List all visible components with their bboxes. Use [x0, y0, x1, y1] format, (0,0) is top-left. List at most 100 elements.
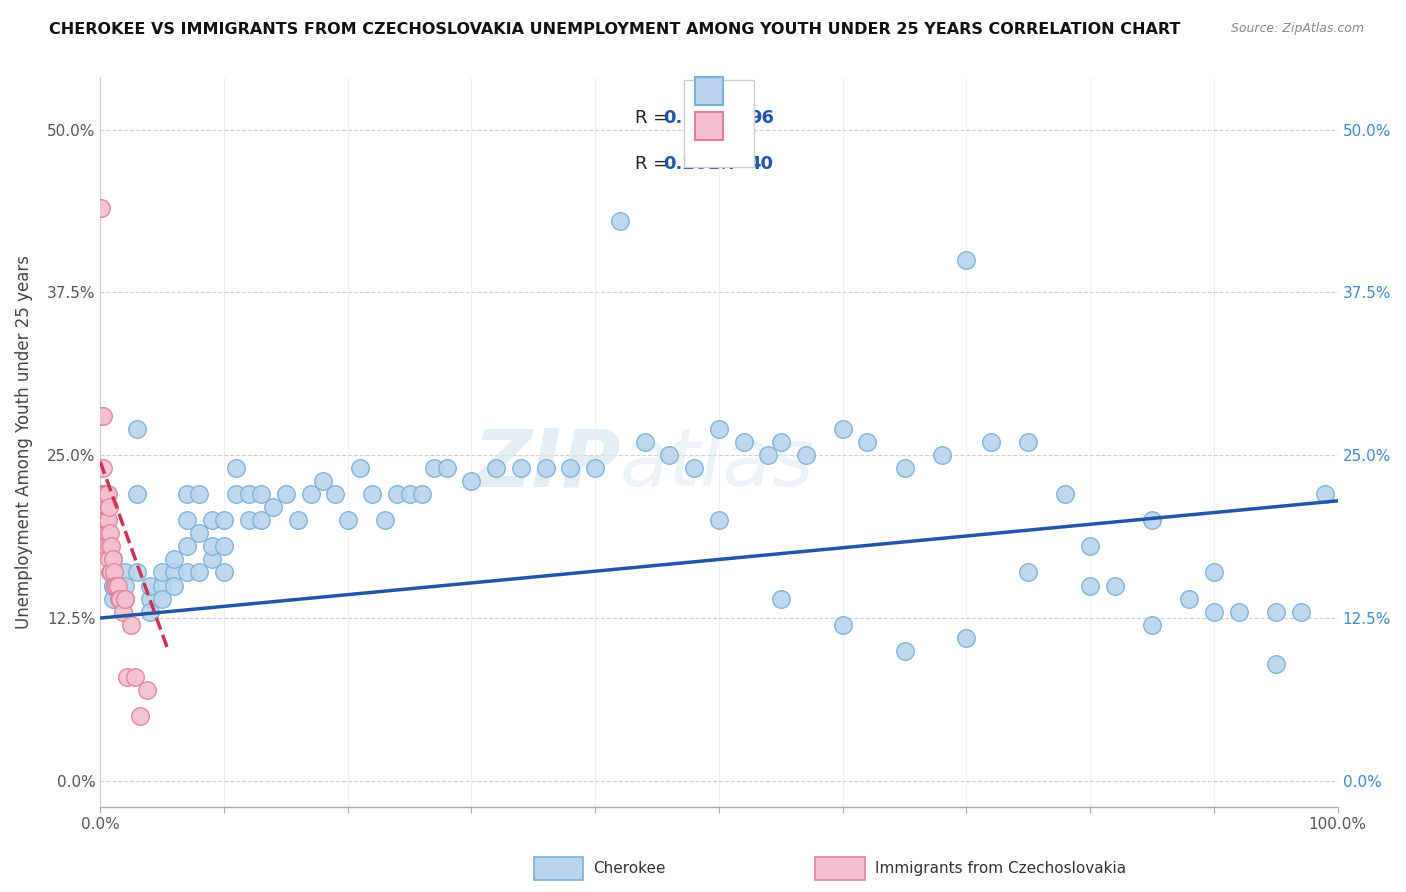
- Point: [127, 487, 149, 501]
- Point: [97, 500, 120, 515]
- Point: [1315, 487, 1337, 501]
- Point: [90, 201, 112, 215]
- Point: [398, 487, 420, 501]
- Text: ZIP: ZIP: [472, 425, 620, 503]
- Point: [485, 461, 508, 475]
- Point: [127, 422, 149, 436]
- Point: [176, 487, 198, 501]
- Point: [139, 605, 162, 619]
- Text: CHEROKEE VS IMMIGRANTS FROM CZECHOSLOVAKIA UNEMPLOYMENT AMONG YOUTH UNDER 25 YEA: CHEROKEE VS IMMIGRANTS FROM CZECHOSLOVAK…: [49, 22, 1181, 37]
- Point: [188, 526, 211, 541]
- Point: [101, 578, 124, 592]
- Point: [560, 461, 582, 475]
- Text: 0.186: 0.186: [664, 109, 720, 127]
- Point: [111, 605, 134, 619]
- Point: [176, 566, 198, 580]
- Point: [105, 578, 128, 592]
- Point: [683, 461, 706, 475]
- Point: [139, 578, 162, 592]
- Point: [299, 487, 322, 501]
- Point: [96, 487, 118, 501]
- Point: [250, 487, 273, 501]
- Point: [163, 552, 186, 566]
- Point: [139, 591, 162, 606]
- Point: [98, 526, 121, 541]
- Point: [436, 461, 458, 475]
- Text: 0.201: 0.201: [664, 154, 720, 172]
- Text: Cherokee: Cherokee: [593, 862, 666, 876]
- Point: [1202, 605, 1225, 619]
- Point: [94, 513, 117, 527]
- Point: [212, 566, 235, 580]
- Text: R =: R =: [634, 109, 673, 127]
- Point: [201, 540, 224, 554]
- Point: [93, 513, 115, 527]
- Point: [150, 566, 173, 580]
- Point: [107, 578, 129, 592]
- Point: [510, 461, 533, 475]
- Point: [250, 513, 273, 527]
- Point: [124, 670, 146, 684]
- Point: [1178, 591, 1201, 606]
- Point: [103, 566, 125, 580]
- Point: [97, 540, 120, 554]
- Point: [1264, 605, 1286, 619]
- Point: [93, 487, 115, 501]
- Point: [955, 631, 977, 645]
- Point: [94, 526, 117, 541]
- Point: [1104, 578, 1126, 592]
- Point: [1054, 487, 1077, 501]
- Text: atlas: atlas: [620, 425, 814, 503]
- Point: [1289, 605, 1312, 619]
- Point: [91, 409, 114, 424]
- Point: [1017, 566, 1039, 580]
- Point: [534, 461, 557, 475]
- Point: [336, 513, 359, 527]
- Point: [90, 487, 112, 501]
- Point: [411, 487, 433, 501]
- Text: 96: 96: [748, 109, 773, 127]
- Point: [91, 487, 114, 501]
- Point: [100, 566, 122, 580]
- Point: [769, 435, 792, 450]
- Point: [733, 435, 755, 450]
- Point: [201, 513, 224, 527]
- Point: [114, 591, 136, 606]
- Point: [1078, 578, 1101, 592]
- Point: [176, 513, 198, 527]
- Point: [101, 552, 124, 566]
- Point: [101, 591, 124, 606]
- Y-axis label: Unemployment Among Youth under 25 years: Unemployment Among Youth under 25 years: [15, 255, 32, 629]
- Point: [108, 591, 131, 606]
- Point: [1078, 540, 1101, 554]
- Point: [114, 578, 136, 592]
- Point: [312, 475, 335, 489]
- Point: [100, 540, 122, 554]
- Point: [893, 643, 915, 657]
- Point: [98, 566, 121, 580]
- Point: [1227, 605, 1250, 619]
- Point: [955, 252, 977, 267]
- Point: [349, 461, 371, 475]
- Point: [794, 448, 817, 462]
- Point: [114, 591, 136, 606]
- Point: [93, 487, 115, 501]
- Point: [201, 552, 224, 566]
- Point: [97, 526, 120, 541]
- Point: [93, 500, 115, 515]
- Point: [101, 552, 124, 566]
- Point: [101, 566, 124, 580]
- Text: R =: R =: [634, 154, 673, 172]
- Point: [104, 578, 127, 592]
- Point: [96, 540, 118, 554]
- Text: Source: ZipAtlas.com: Source: ZipAtlas.com: [1230, 22, 1364, 36]
- Point: [225, 461, 247, 475]
- Point: [176, 540, 198, 554]
- Point: [238, 513, 260, 527]
- Point: [831, 617, 853, 632]
- Point: [188, 566, 211, 580]
- Point: [128, 708, 150, 723]
- Point: [583, 461, 606, 475]
- Point: [1264, 657, 1286, 671]
- Point: [91, 461, 114, 475]
